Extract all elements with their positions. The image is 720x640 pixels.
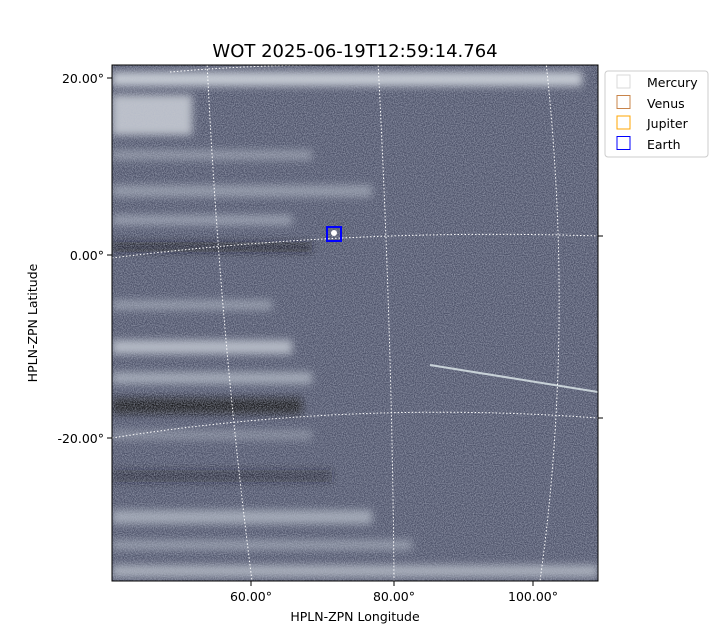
x-tick-label: 60.00° [230,589,272,604]
y-axis-label: HPLN-ZPN Latitude [25,263,40,382]
legend: Mercury Venus Jupiter Earth [604,70,709,158]
x-tick-labels: 60.00° 80.00° 100.00° [230,589,558,604]
legend-swatch-jupiter [616,115,631,130]
legend-swatch-venus [616,95,631,109]
chart-title: WOT 2025-06-19T12:59:14.764 [212,41,497,62]
image-noise [112,65,598,581]
legend-label-venus: Venus [647,96,685,111]
x-tick-label: 80.00° [373,589,415,604]
legend-label-earth: Earth [647,137,681,152]
grid-line [112,411,598,439]
legend-swatch-mercury [616,74,631,89]
y-tick-labels: 20.00° 0.00° -20.00° [57,71,104,446]
legend-label-jupiter: Jupiter [646,116,689,131]
grid-line [377,65,395,581]
comet-streak [429,364,598,393]
grid-line [169,65,360,73]
x-axis-label: HPLN-ZPN Longitude [290,609,420,624]
y-tick-label: -20.00° [57,431,104,446]
axes-frame [111,64,599,582]
legend-swatch-earth [616,136,631,150]
earth-glow [331,230,337,236]
y-tick-label: 0.00° [70,248,104,263]
image-area [112,65,598,581]
grid-line [539,65,560,581]
y-tick-label: 20.00° [62,71,104,86]
x-tick-label: 100.00° [508,589,558,604]
legend-label-mercury: Mercury [647,75,698,90]
coordinate-grid [112,65,598,581]
ticks [107,77,603,586]
earth-marker[interactable] [326,226,342,242]
